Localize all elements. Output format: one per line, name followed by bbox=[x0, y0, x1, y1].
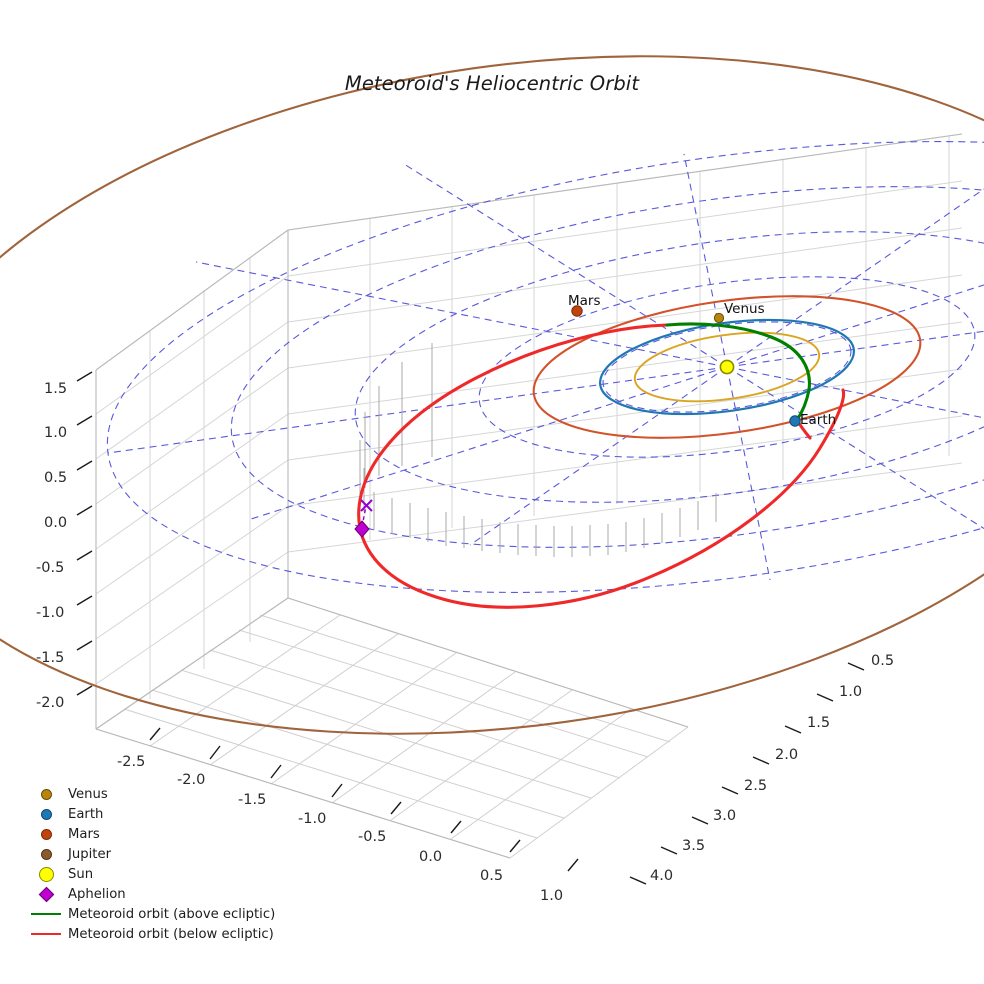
x-tick-2: -1.5 bbox=[238, 792, 267, 808]
z-tick-0: 1.5 bbox=[44, 381, 68, 397]
legend-label-jupiter: Jupiter bbox=[68, 846, 111, 862]
x-tick-6: 0.5 bbox=[480, 868, 504, 884]
red-line-icon bbox=[28, 924, 64, 944]
green-line-icon bbox=[28, 904, 64, 924]
axis-box-edges bbox=[95, 133, 963, 859]
legend-label-sun: Sun bbox=[68, 866, 94, 882]
back-wall-grid bbox=[287, 133, 963, 553]
z-tick-6: -1.5 bbox=[36, 650, 65, 666]
polar-grid bbox=[106, 141, 984, 593]
z-tick-4: -0.5 bbox=[36, 560, 65, 576]
z-tick-5: -1.0 bbox=[36, 605, 65, 621]
body-markers bbox=[571, 305, 801, 427]
meteoroid-orbit-above-ecliptic bbox=[665, 322, 811, 422]
y-tick-2: 1.5 bbox=[807, 715, 831, 731]
x-tick-4: -0.5 bbox=[358, 829, 387, 845]
z-tick-7: -2.0 bbox=[36, 695, 65, 711]
sun-marker bbox=[719, 359, 735, 375]
legend-item-orbit-below: Meteoroid orbit (below ecliptic) bbox=[28, 924, 294, 944]
x-tick-3: -1.0 bbox=[298, 811, 327, 827]
venus-marker bbox=[713, 312, 725, 324]
meteoroid-orbit-below-ecliptic bbox=[357, 323, 846, 609]
legend-item-venus: Venus bbox=[28, 784, 294, 804]
y-tick-0: 0.5 bbox=[871, 653, 895, 669]
legend: Venus Earth Mars Jupiter Sun bbox=[28, 784, 294, 944]
z-tick-2: 0.5 bbox=[44, 470, 68, 486]
y-tick-7: 4.0 bbox=[650, 868, 674, 884]
earth-label: Earth bbox=[800, 412, 837, 428]
venus-label: Venus bbox=[724, 301, 765, 317]
aphelion-cross-marker bbox=[360, 499, 373, 512]
page-title: Meteoroid's Heliocentric Orbit bbox=[344, 72, 640, 95]
orbit-drop-lines bbox=[359, 343, 717, 557]
aphelion-diamond-marker bbox=[354, 520, 370, 538]
axis-panes bbox=[95, 133, 963, 859]
venus-marker-icon bbox=[28, 784, 64, 804]
legend-label-mars: Mars bbox=[68, 826, 100, 842]
legend-item-aphelion: Aphelion bbox=[28, 884, 294, 904]
legend-item-orbit-above: Meteoroid orbit (above ecliptic) bbox=[28, 904, 294, 924]
x-tick-0: -2.5 bbox=[117, 754, 146, 770]
mars-marker bbox=[571, 305, 583, 317]
earth-orbit bbox=[598, 318, 856, 416]
legend-label-earth: Earth bbox=[68, 806, 104, 822]
mars-label: Mars bbox=[568, 293, 601, 309]
jupiter-orbit bbox=[0, 55, 984, 735]
aphelion-marker-icon bbox=[28, 884, 64, 904]
legend-item-jupiter: Jupiter bbox=[28, 844, 294, 864]
venus-orbit bbox=[633, 331, 821, 403]
z-tick-1: 1.0 bbox=[44, 425, 68, 441]
y-tick-6: 3.5 bbox=[682, 838, 706, 854]
y-tick-5: 3.0 bbox=[713, 808, 737, 824]
legend-item-mars: Mars bbox=[28, 824, 294, 844]
legend-label-orbit-above: Meteoroid orbit (above ecliptic) bbox=[68, 906, 276, 922]
x-tick-1: -2.0 bbox=[177, 772, 206, 788]
left-wall-grid bbox=[95, 229, 289, 730]
legend-label-aphelion: Aphelion bbox=[68, 886, 126, 902]
earth-marker bbox=[789, 415, 801, 427]
earth-marker-icon bbox=[28, 804, 64, 824]
y-tick-3: 2.0 bbox=[775, 747, 799, 763]
z-tick-3: 0.0 bbox=[44, 515, 68, 531]
jupiter-marker-icon bbox=[28, 844, 64, 864]
sun-marker-icon bbox=[28, 864, 64, 884]
x-tick-7: 1.0 bbox=[540, 888, 564, 904]
x-tick-5: 0.0 bbox=[419, 849, 443, 865]
y-tick-4: 2.5 bbox=[744, 778, 768, 794]
legend-item-earth: Earth bbox=[28, 804, 294, 824]
legend-label-venus: Venus bbox=[68, 786, 108, 802]
mars-marker-icon bbox=[28, 824, 64, 844]
axis-ticks bbox=[76, 371, 865, 885]
mars-orbit bbox=[532, 295, 922, 439]
aphelion-group bbox=[354, 499, 373, 538]
legend-item-sun: Sun bbox=[28, 864, 294, 884]
y-tick-1: 1.0 bbox=[839, 684, 863, 700]
legend-label-orbit-below: Meteoroid orbit (below ecliptic) bbox=[68, 926, 274, 942]
